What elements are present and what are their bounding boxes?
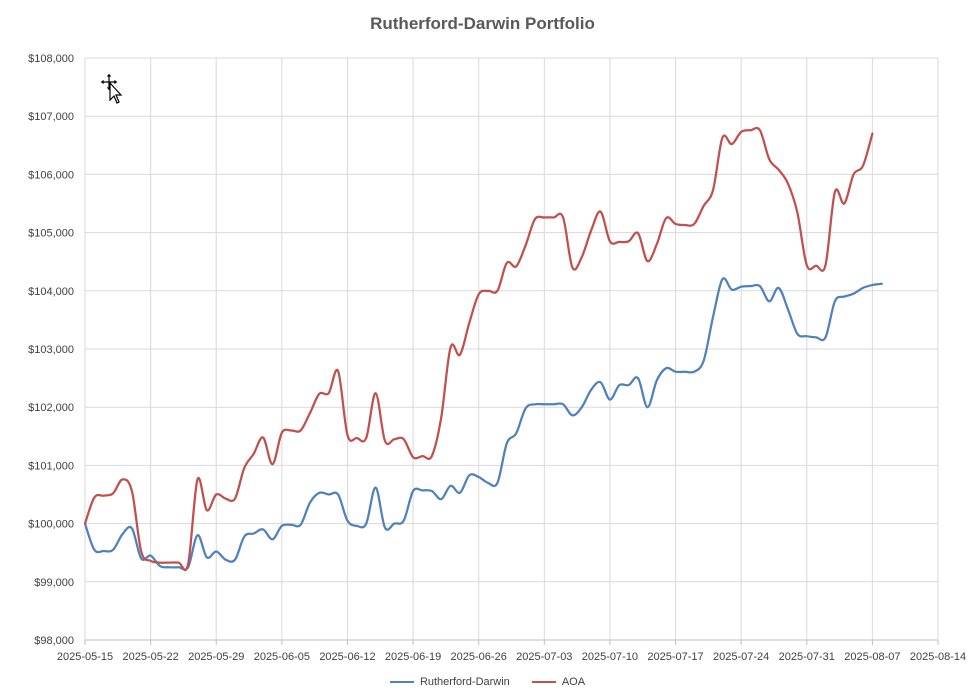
x-tick-label: 2025-05-22	[122, 651, 178, 663]
legend-swatch-rutherford-darwin	[389, 681, 414, 683]
y-tick-label: $102,000	[28, 402, 74, 414]
move-cursor-icon	[99, 72, 123, 104]
legend-item-rutherford-darwin: Rutherford-Darwin	[389, 676, 510, 688]
chart-title: Rutherford-Darwin Portfolio	[370, 14, 595, 33]
x-tick-label: 2025-06-05	[254, 651, 310, 663]
y-tick-label: $99,000	[34, 577, 74, 589]
y-tick-label: $101,000	[28, 460, 74, 472]
y-tick-label: $98,000	[34, 635, 74, 647]
x-tick-label: 2025-05-15	[57, 651, 113, 663]
y-tick-label: $107,000	[28, 111, 74, 123]
x-tick-label: 2025-07-03	[516, 651, 572, 663]
x-tick-label: 2025-07-10	[582, 651, 638, 663]
legend-label-rutherford-darwin: Rutherford-Darwin	[419, 676, 510, 688]
x-tick-label: 2025-07-17	[647, 651, 703, 663]
series	[83, 126, 883, 572]
y-tick-label: $108,000	[28, 53, 74, 65]
x-tick-label: 2025-06-19	[385, 651, 441, 663]
axes: $98,000 $99,000 $100,000 $101,000 $102,000 $1…	[28, 53, 966, 663]
x-tick-label: 2025-08-07	[844, 651, 900, 663]
x-tick-label: 2025-06-26	[451, 651, 507, 663]
x-tick-label: 2025-07-24	[713, 651, 769, 663]
legend: Rutherford-Darwin AOA	[0, 676, 975, 688]
x-tick-label: 2025-08-14	[910, 651, 966, 663]
y-tick-label: $100,000	[28, 519, 74, 531]
x-tick-label: 2025-07-31	[779, 651, 835, 663]
y-tick-label: $104,000	[28, 286, 74, 298]
series-line-rutherford-darwin	[83, 277, 883, 571]
legend-item-aoa: AOA	[531, 676, 586, 688]
x-tick-label: 2025-06-12	[319, 651, 375, 663]
gridlines	[84, 57, 939, 641]
legend-swatch-aoa	[531, 681, 556, 683]
series-line-aoa	[83, 126, 874, 572]
y-tick-label: $105,000	[28, 228, 74, 240]
x-tick-label: 2025-05-29	[188, 651, 244, 663]
y-tick-label: $106,000	[28, 169, 74, 181]
y-tick-label: $103,000	[28, 344, 74, 356]
legend-label-aoa: AOA	[561, 676, 586, 688]
